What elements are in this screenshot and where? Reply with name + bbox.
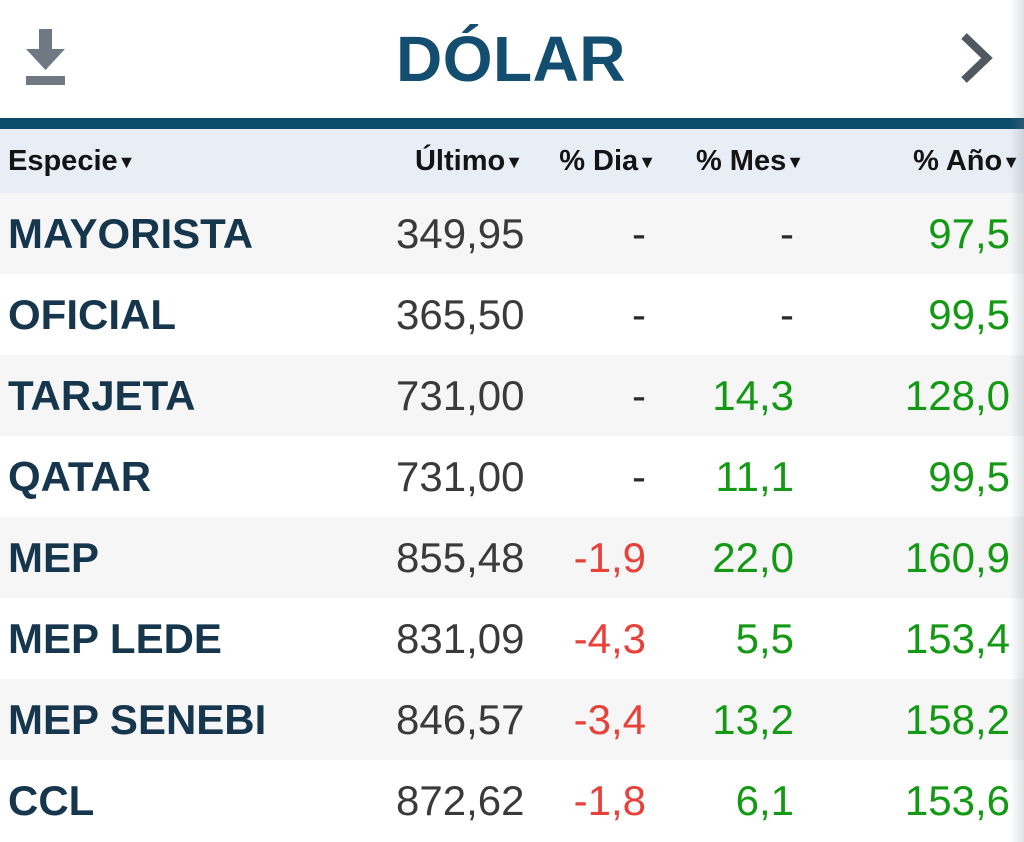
table-row-oficial[interactable]: OFICIAL 365,50 - - 99,5 — [0, 274, 1024, 355]
quotes-table: Especie▼ Último▼% Dia▼% Mes▼% Año▼ MAYORI… — [0, 129, 1024, 841]
download-icon — [24, 28, 68, 90]
cell-especie: MAYORISTA — [8, 209, 254, 257]
cell-dia: -1,8 — [573, 776, 646, 824]
column-header-ultimo[interactable]: Último▼ — [396, 129, 527, 193]
page-title: DÓLAR — [395, 23, 627, 95]
sort-descending-icon: ▼ — [1002, 151, 1020, 172]
column-label: Especie — [8, 144, 118, 177]
cell-dia: - — [632, 209, 646, 257]
cell-ano: 128,0 — [904, 371, 1010, 419]
table-row-mep-senebi[interactable]: MEP SENEBI 846,57 -3,4 13,2 158,2 — [0, 679, 1024, 760]
chevron-right-icon — [956, 28, 996, 91]
cell-ultimo: 731,00 — [396, 371, 525, 419]
cell-ultimo: 855,48 — [396, 533, 525, 581]
cell-ultimo: 831,09 — [396, 614, 525, 662]
sort-descending-icon: ▼ — [786, 151, 804, 172]
sort-descending-icon: ▼ — [638, 151, 656, 172]
cell-ano: 99,5 — [928, 290, 1010, 338]
cell-dia: -4,3 — [573, 614, 646, 662]
cell-ano: 97,5 — [928, 209, 1010, 257]
cell-ano: 160,9 — [904, 533, 1010, 581]
table-row-mep-lede[interactable]: MEP LEDE 831,09 -4,3 5,5 153,4 — [0, 598, 1024, 679]
cell-mes: - — [780, 209, 794, 257]
table-row-mep[interactable]: MEP 855,48 -1,9 22,0 160,9 — [0, 517, 1024, 598]
teal-divider — [0, 118, 1024, 129]
cell-mes: 6,1 — [735, 776, 794, 824]
cell-mes: 14,3 — [712, 371, 794, 419]
cell-dia: - — [632, 290, 646, 338]
table-row-mayorista[interactable]: MAYORISTA 349,95 - - 97,5 — [0, 193, 1024, 274]
table-row-tarjeta[interactable]: TARJETA 731,00 - 14,3 128,0 — [0, 355, 1024, 436]
cell-especie: MEP — [8, 533, 100, 581]
sort-descending-icon: ▼ — [505, 151, 523, 172]
column-header-mes[interactable]: % Mes▼ — [660, 129, 808, 193]
column-header-ano[interactable]: % Año▼ — [808, 129, 1024, 193]
cell-ano: 99,5 — [928, 452, 1010, 500]
table-row-qatar[interactable]: QATAR 731,00 - 11,1 99,5 — [0, 436, 1024, 517]
next-card-button[interactable] — [946, 19, 1006, 99]
cell-especie: MEP LEDE — [8, 614, 222, 662]
download-button[interactable] — [16, 19, 76, 99]
column-label: % Año — [913, 144, 1003, 177]
cell-especie: QATAR — [8, 452, 152, 500]
cell-especie: OFICIAL — [8, 290, 176, 338]
cell-ultimo: 872,62 — [396, 776, 525, 824]
cell-especie: MEP SENEBI — [8, 695, 267, 743]
cell-mes: 5,5 — [735, 614, 794, 662]
cell-ano: 153,6 — [904, 776, 1010, 824]
cell-especie: CCL — [8, 776, 95, 824]
table-header-row: Especie▼ Último▼% Dia▼% Mes▼% Año▼ — [0, 129, 1024, 193]
cell-dia: - — [632, 452, 646, 500]
column-label: % Mes — [695, 144, 787, 177]
cell-dia: -3,4 — [573, 695, 646, 743]
table-row-ccl[interactable]: CCL 872,62 -1,8 6,1 153,6 — [0, 760, 1024, 841]
cell-mes: 11,1 — [715, 452, 794, 500]
cell-mes: 13,2 — [712, 695, 794, 743]
column-label: % Dia — [559, 144, 639, 177]
cell-dia: - — [632, 371, 646, 419]
cell-ultimo: 349,95 — [396, 209, 525, 257]
cell-ano: 153,4 — [904, 614, 1010, 662]
cell-ano: 158,2 — [904, 695, 1010, 743]
card-header: DÓLAR — [0, 0, 1024, 118]
cell-especie: TARJETA — [8, 371, 196, 419]
cell-ultimo: 365,50 — [396, 290, 525, 338]
cell-ultimo: 731,00 — [396, 452, 525, 500]
cell-mes: 22,0 — [712, 533, 794, 581]
table-body: MAYORISTA 349,95 - - 97,5 OFICIAL 365,50 - - 99,5… — [0, 193, 1024, 841]
cell-ultimo: 846,57 — [396, 695, 525, 743]
column-label: Último — [414, 144, 506, 177]
cell-mes: - — [780, 290, 794, 338]
cell-dia: -1,9 — [573, 533, 646, 581]
sort-descending-icon: ▼ — [117, 151, 136, 172]
column-header-especie[interactable]: Especie▼ — [0, 129, 396, 193]
column-header-dia[interactable]: % Dia▼ — [527, 129, 660, 193]
